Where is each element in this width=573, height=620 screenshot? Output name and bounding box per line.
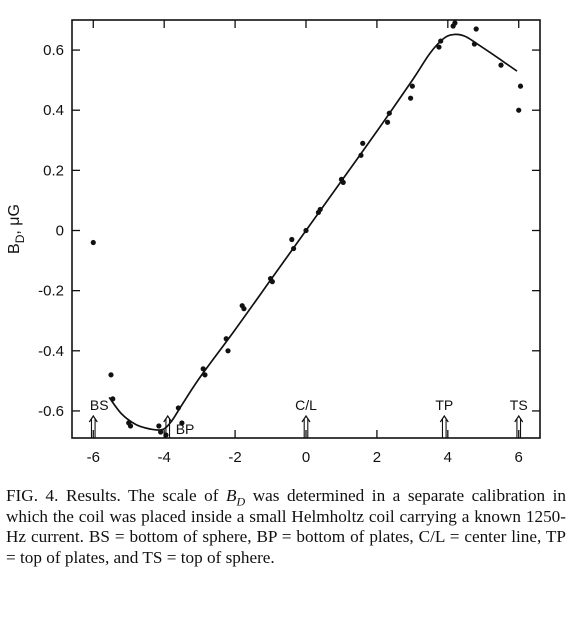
caption-symbol-sub: D xyxy=(236,494,246,509)
y-tick-label: -0.6 xyxy=(38,403,64,420)
data-point xyxy=(360,140,366,146)
x-tick-label: -6 xyxy=(87,449,100,466)
x-tick-label: -2 xyxy=(228,449,241,466)
data-point xyxy=(386,110,392,116)
x-tick-label: 2 xyxy=(373,449,381,466)
data-point xyxy=(241,306,247,312)
y-tick-label: 0.2 xyxy=(43,162,64,179)
caption-text-start: Results. The scale of xyxy=(65,486,219,505)
data-point xyxy=(498,62,504,68)
marker-arrow-head xyxy=(301,414,311,423)
data-point xyxy=(452,20,458,26)
y-tick-label: 0 xyxy=(56,223,64,240)
x-tick-label: 0 xyxy=(302,449,310,466)
y-axis-label-symbol: B xyxy=(6,243,23,254)
data-point xyxy=(200,366,206,372)
data-point xyxy=(436,44,442,50)
y-axis-label: BD, μG xyxy=(6,204,27,254)
figure-caption: FIG. 4. Results. The scale of BD was det… xyxy=(6,486,566,568)
data-point xyxy=(517,83,524,89)
data-point xyxy=(317,206,323,213)
data-point xyxy=(409,83,415,89)
caption-text-rest: was determined in a separate calibration… xyxy=(6,486,567,567)
data-point xyxy=(438,38,444,44)
data-point xyxy=(225,348,231,354)
x-tick-label: 4 xyxy=(444,449,452,466)
data-point xyxy=(110,396,116,402)
data-point xyxy=(303,227,309,234)
data-point xyxy=(156,423,162,429)
data-point xyxy=(290,245,297,252)
data-point xyxy=(473,26,479,32)
data-point xyxy=(90,239,96,246)
y-tick-label: -0.4 xyxy=(38,343,64,360)
data-point xyxy=(358,152,364,158)
data-point xyxy=(158,429,164,435)
data-point xyxy=(289,236,295,243)
caption-symbol: BD xyxy=(226,486,246,509)
fit-curve xyxy=(108,33,518,431)
data-point xyxy=(223,336,229,342)
y-tick-label: 0.4 xyxy=(43,102,64,119)
marker-label: BP xyxy=(176,421,195,437)
y-axis-label-subscript: D xyxy=(13,234,27,243)
data-point xyxy=(407,95,414,101)
data-point xyxy=(127,423,134,429)
data-point xyxy=(108,372,114,378)
marker-arrow-head xyxy=(514,414,524,423)
data-point xyxy=(516,107,522,113)
caption-figure-label: FIG. 4. xyxy=(6,486,59,505)
data-point xyxy=(471,41,478,47)
y-axis-label-unit: , μG xyxy=(6,204,23,235)
marker-arrow-head xyxy=(439,414,449,423)
data-point xyxy=(340,179,346,185)
data-point xyxy=(175,405,181,411)
x-tick-label: 6 xyxy=(515,449,523,466)
marker-label: C/L xyxy=(295,397,317,413)
y-tick-label: -0.2 xyxy=(38,283,64,300)
y-tick-label: 0.6 xyxy=(43,42,64,59)
data-point xyxy=(179,420,185,426)
marker-label: TP xyxy=(435,397,453,413)
marker-arrow-head xyxy=(163,414,173,423)
data-point xyxy=(269,279,275,285)
caption-symbol-main: B xyxy=(226,486,237,505)
marker-label: TS xyxy=(510,397,528,413)
data-point xyxy=(384,119,391,125)
data-point xyxy=(202,372,208,378)
marker-arrow-head xyxy=(88,414,98,423)
x-tick-label: -4 xyxy=(158,449,171,466)
marker-label: BS xyxy=(90,397,109,413)
